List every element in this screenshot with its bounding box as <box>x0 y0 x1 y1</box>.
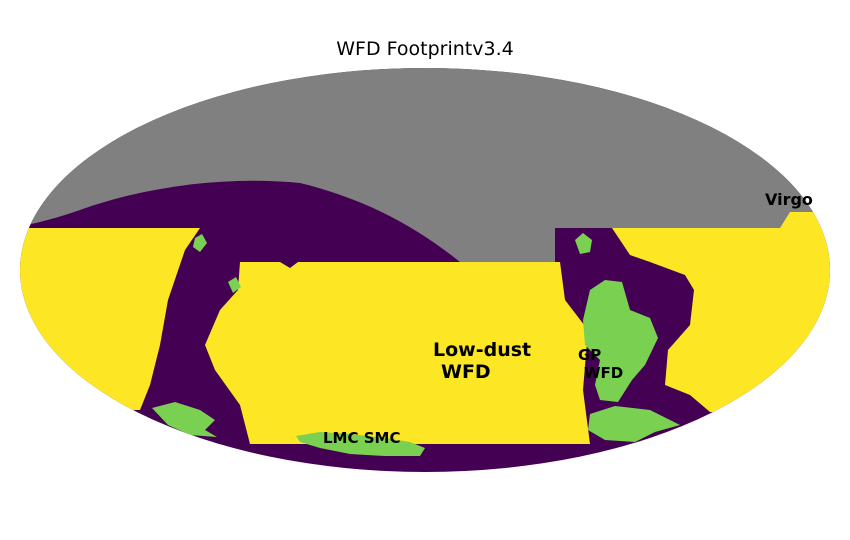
south-green-region <box>152 402 217 437</box>
green-patch-upper <box>193 234 207 252</box>
map-title: WFD Footprintv3.4 <box>336 38 514 60</box>
gp-wfd-region <box>583 280 658 402</box>
magellanic-label: LMC SMC <box>323 429 400 447</box>
gp-label-line2: WFD <box>584 364 623 382</box>
virgo-label: Virgo <box>765 190 813 209</box>
magellanic-clouds-region <box>296 432 425 456</box>
low-dust-label-line2: WFD <box>441 361 491 383</box>
wfd-low-dust-region <box>205 262 590 444</box>
gp-label-line1: GP <box>578 346 601 364</box>
green-patch-middle <box>228 277 241 293</box>
northern-sky-region <box>20 68 830 262</box>
gp-north-blob <box>575 233 592 254</box>
low-dust-label-line1: Low-dust <box>433 339 531 361</box>
gp-wfd-south-region <box>588 406 680 442</box>
